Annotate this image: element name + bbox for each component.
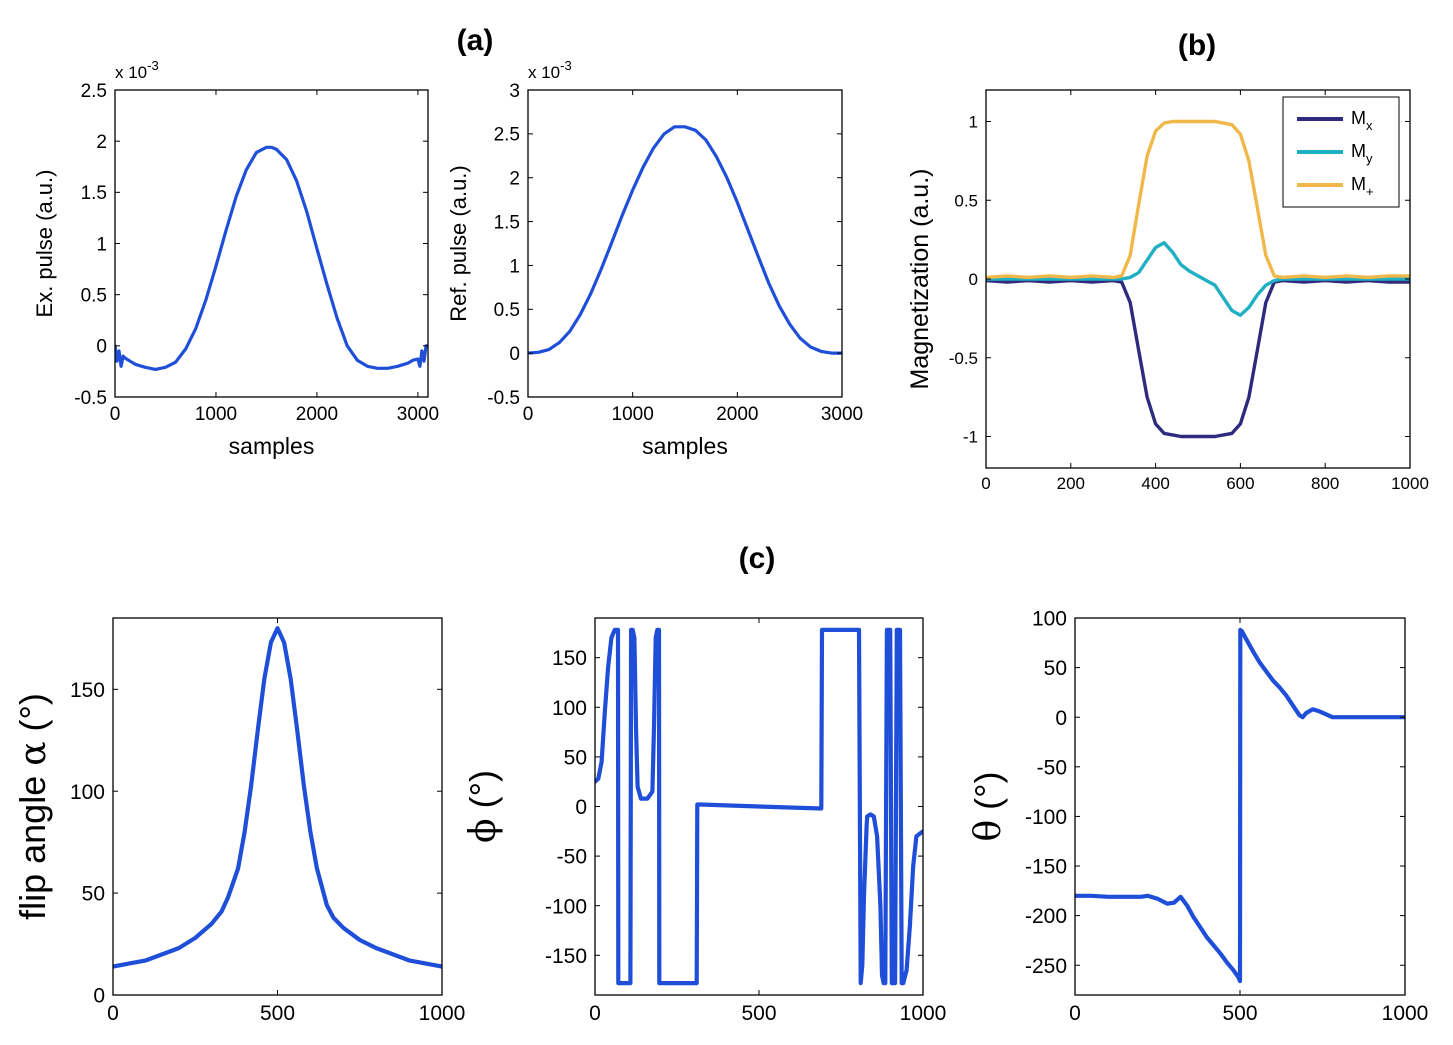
panel-label-c: (c)	[739, 542, 776, 575]
series-line-flip_angle-0	[113, 626, 442, 969]
y-tick-label: -50	[557, 846, 587, 869]
y-tick-label: -150	[1025, 856, 1067, 879]
y-axis-label: Ref. pulse (a.u.)	[446, 165, 471, 322]
chart-magnetization: 0 200 400 600 800 1000 -1 -0.5 0 0.5 1 Magnetizatio…	[906, 89, 1429, 493]
x-tick-label: 0	[981, 474, 990, 493]
x-tick-label: 800	[1311, 474, 1339, 493]
y-tick-label: 0.5	[494, 300, 520, 321]
y-tick-label: -100	[545, 895, 587, 918]
y-tick-label: 0.5	[954, 191, 978, 210]
x-tick-label: 1000	[1382, 1002, 1429, 1025]
panel-label-b: (b)	[1178, 29, 1216, 62]
x-tick-label: 0	[107, 1002, 119, 1025]
x-tick-label: 1000	[1391, 474, 1429, 493]
x-tick-label: 500	[1222, 1002, 1257, 1025]
x-tick-label: 1000	[900, 1002, 947, 1025]
y-tick-label: 1	[969, 113, 978, 132]
chart-theta: 0 500 1000 -250 -200 -150 -100 -50 0 50 100 θ (°)	[967, 608, 1428, 1025]
y-tick-label: -0.5	[74, 388, 107, 409]
y-tick-label: 50	[82, 883, 105, 906]
y-tick-label: -200	[1025, 905, 1067, 928]
y-axis-label: θ (°)	[967, 771, 1009, 841]
y-tick-label: 0.5	[81, 286, 107, 307]
y-tick-label: 0	[509, 344, 520, 365]
axis-multiplier: x 10-3	[115, 58, 159, 82]
x-axis-label: samples	[229, 433, 315, 459]
y-tick-label: -0.5	[487, 388, 520, 409]
charts-layer: 0 1000 2000 3000-0.500.511.522.5x 10-3sampl…	[12, 58, 1429, 1025]
x-tick-label: 200	[1057, 474, 1085, 493]
x-tick-label: 600	[1226, 474, 1254, 493]
y-tick-label: 100	[70, 781, 105, 804]
x-tick-label: 3000	[397, 404, 439, 425]
y-tick-label: 150	[70, 679, 105, 702]
plot-frame-ex_pulse	[114, 89, 429, 398]
axis-multiplier: x 10-3	[528, 58, 572, 82]
y-axis-label: ϕ (°)	[462, 770, 504, 843]
y-tick-label: -250	[1025, 955, 1067, 978]
y-tick-label: -150	[545, 945, 587, 968]
y-tick-label: 0	[96, 337, 107, 358]
y-tick-label: 2.5	[494, 125, 520, 146]
y-tick-label: -1	[963, 428, 978, 447]
y-tick-label: 50	[1044, 657, 1067, 680]
series-line-theta-0	[1075, 627, 1405, 984]
y-tick-label: 100	[1032, 608, 1067, 631]
x-tick-label: 0	[589, 1002, 601, 1025]
y-tick-label: 150	[552, 647, 587, 670]
y-tick-label: 1.5	[494, 212, 520, 233]
y-tick-label: -50	[1037, 756, 1067, 779]
series-line-magnetization-1	[986, 241, 1410, 317]
y-tick-label: 1	[96, 234, 107, 255]
x-tick-label: 500	[741, 1002, 776, 1025]
chart-phi: 0 500 1000 -150 -100 -50 0 50 100 150 ϕ (°)	[462, 617, 947, 1025]
y-tick-label: 3	[509, 81, 520, 102]
x-tick-label: 1000	[612, 404, 654, 425]
y-tick-label: 2	[509, 169, 520, 190]
series-line-magnetization-0	[986, 278, 1410, 439]
y-axis-label: flip angle α (°)	[12, 693, 54, 920]
x-tick-label: 500	[260, 1002, 295, 1025]
x-tick-label: 0	[523, 404, 534, 425]
series-line-ref_pulse-0	[528, 125, 842, 355]
series-line-ex_pulse-0	[115, 145, 428, 371]
chart-ex_pulse: 0 1000 2000 3000-0.500.511.522.5x 10-3sampl…	[32, 58, 439, 459]
y-tick-label: 0	[575, 796, 587, 819]
x-tick-label: 3000	[821, 404, 863, 425]
x-tick-label: 400	[1141, 474, 1169, 493]
y-tick-label: 50	[564, 746, 587, 769]
x-tick-label: 2000	[716, 404, 758, 425]
y-tick-label: 0	[93, 985, 105, 1008]
y-tick-label: 0	[1055, 707, 1067, 730]
y-axis-label: Magnetization (a.u.)	[906, 169, 934, 390]
y-tick-label: 100	[552, 697, 587, 720]
y-axis-label: Ex. pulse (a.u.)	[32, 170, 57, 318]
plot-frame-ref_pulse	[527, 89, 843, 398]
x-tick-label: 2000	[296, 404, 338, 425]
x-tick-label: 1000	[195, 404, 237, 425]
series-line-phi-0	[595, 627, 923, 986]
y-tick-label: 2.5	[81, 81, 107, 102]
panel-label-a: (a)	[457, 24, 494, 57]
y-tick-label: 0	[969, 270, 978, 289]
plot-frame-flip_angle	[112, 617, 443, 996]
chart-flip_angle: 0 500 1000 0 50 100 150 flip angle α (°)	[12, 617, 466, 1025]
x-tick-label: 1000	[419, 1002, 466, 1025]
y-tick-label: 1.5	[81, 183, 107, 204]
series-line-magnetization-2	[986, 119, 1410, 280]
x-axis-label: samples	[642, 433, 728, 459]
chart-ref_pulse: 0 1000 2000 3000-0.500.511.522.53x 10-3samp…	[446, 58, 863, 459]
y-tick-label: 2	[96, 132, 107, 153]
y-tick-label: 1	[509, 256, 520, 277]
y-tick-label: -100	[1025, 806, 1067, 829]
x-tick-label: 0	[110, 404, 121, 425]
y-tick-label: -0.5	[949, 349, 978, 368]
x-tick-label: 0	[1069, 1002, 1081, 1025]
